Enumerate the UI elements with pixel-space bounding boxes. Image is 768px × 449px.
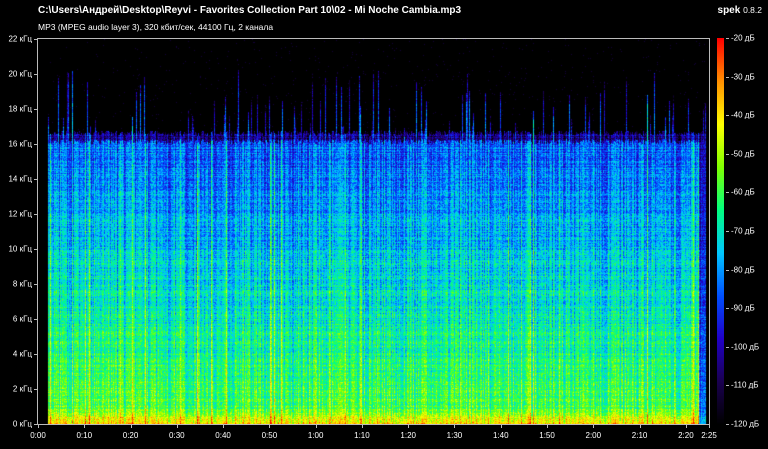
- colorbar-tick-label: -120 дБ: [731, 419, 760, 429]
- x-tick-label: 2:10: [631, 431, 648, 440]
- x-tick-label: 1:10: [354, 431, 370, 440]
- y-tick-label: 0 кГц: [12, 419, 32, 429]
- x-tick-label: 0:30: [169, 431, 185, 440]
- x-tick: [269, 425, 271, 428]
- colorbar-tick-label: -60 дБ: [731, 187, 755, 197]
- colorbar-tick-label: -80 дБ: [731, 265, 755, 275]
- y-tick-label: 14 кГц: [8, 174, 32, 184]
- y-tick: [34, 39, 37, 40]
- y-tick-label: 4 кГц: [12, 349, 32, 359]
- x-tick-label: 1:40: [492, 431, 509, 440]
- x-tick: [709, 425, 710, 428]
- colorbar-tick: [726, 38, 729, 39]
- colorbar-tick-label: -30 дБ: [731, 72, 755, 82]
- colorbar-tick: [726, 424, 729, 425]
- colorbar-tick: [726, 231, 729, 232]
- colorbar-tick-label: -100 дБ: [731, 342, 760, 352]
- x-tick-label: 0:10: [76, 431, 93, 440]
- x-tick: [315, 425, 317, 428]
- y-tick-label: 6 кГц: [12, 314, 32, 324]
- x-tick-label: 2:00: [585, 431, 602, 440]
- y-tick: [34, 354, 37, 355]
- x-tick-label: 2:25: [701, 431, 717, 440]
- colorbar-tick-label: -90 дБ: [731, 303, 755, 313]
- x-tick-label: 1:50: [539, 431, 555, 440]
- x-tick: [223, 425, 225, 428]
- x-tick: [176, 425, 178, 428]
- colorbar-tick: [726, 115, 729, 117]
- y-tick: [34, 319, 37, 320]
- x-tick: [454, 425, 456, 428]
- colorbar: [717, 38, 724, 425]
- y-tick-label: 10 кГц: [8, 244, 32, 254]
- colorbar-tick: [726, 308, 729, 310]
- y-tick-label: 16 кГц: [8, 139, 32, 149]
- y-tick-label: 2 кГц: [12, 384, 32, 394]
- x-tick: [685, 425, 687, 428]
- x-tick-label: 0:20: [122, 431, 139, 440]
- y-tick-label: 12 кГц: [8, 209, 32, 219]
- colorbar-tick: [726, 76, 729, 78]
- colorbar-tick: [726, 192, 729, 194]
- x-tick: [593, 425, 595, 428]
- file-path-title: C:\Users\Андрей\Desktop\Reyvi - Favorite…: [38, 5, 462, 16]
- app-version: 0.8.2: [743, 5, 762, 15]
- y-tick-label: 8 кГц: [12, 279, 32, 289]
- y-tick-label: 22 кГц: [8, 34, 32, 44]
- x-tick: [361, 425, 363, 428]
- x-tick: [639, 425, 641, 428]
- x-tick-label: 1:00: [307, 431, 324, 440]
- y-tick: [34, 109, 37, 110]
- colorbar-tick: [726, 269, 729, 271]
- x-tick-label: 1:20: [400, 431, 416, 440]
- y-tick: [34, 144, 37, 145]
- colorbar-tick-label: -110 дБ: [731, 380, 759, 390]
- colorbar-tick-label: -70 дБ: [731, 226, 755, 236]
- x-tick-label: 0:50: [261, 431, 278, 440]
- y-tick: [34, 424, 37, 425]
- x-tick: [38, 425, 39, 428]
- y-tick: [34, 74, 37, 75]
- x-tick: [408, 425, 410, 428]
- spectrogram[interactable]: [38, 39, 709, 424]
- app-brand: spek 0.8.2: [718, 5, 762, 16]
- colorbar-tick-label: -20 дБ: [731, 33, 755, 43]
- plot-frame: [37, 38, 710, 425]
- y-tick-label: 20 кГц: [8, 69, 32, 79]
- y-tick: [34, 179, 37, 180]
- x-tick-label: 2:20: [678, 431, 694, 440]
- y-tick-label: 18 кГц: [8, 104, 32, 114]
- colorbar-tick: [726, 346, 729, 348]
- x-tick: [130, 425, 132, 428]
- x-tick: [547, 425, 549, 428]
- colorbar-tick: [726, 385, 729, 387]
- x-tick: [84, 425, 86, 428]
- file-info: MP3 (MPEG audio layer 3), 320 кбит/сек, …: [38, 22, 274, 32]
- colorbar-tick-label: -40 дБ: [731, 110, 755, 120]
- colorbar-tick-label: -50 дБ: [731, 149, 755, 159]
- x-tick: [500, 425, 502, 428]
- x-tick-label: 0:40: [215, 431, 231, 440]
- y-tick: [34, 249, 37, 250]
- y-tick: [34, 284, 37, 285]
- y-tick: [34, 389, 37, 390]
- y-tick: [34, 214, 37, 215]
- x-tick-label: 1:30: [446, 431, 463, 440]
- x-tick-label: 0:00: [30, 431, 46, 440]
- colorbar-tick: [726, 153, 729, 155]
- app-name: spek: [717, 5, 741, 16]
